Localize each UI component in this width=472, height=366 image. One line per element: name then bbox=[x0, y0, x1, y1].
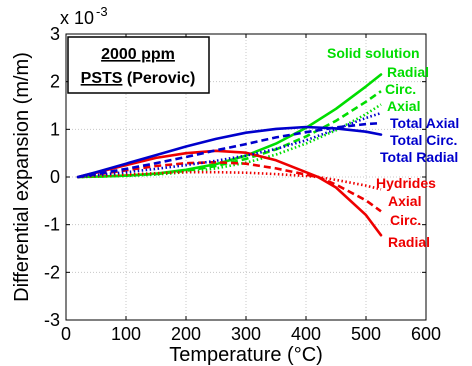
series-hydrides-axial bbox=[77, 170, 382, 191]
info-box-frame bbox=[67, 36, 210, 94]
label-ss-radial: Radial bbox=[387, 64, 429, 80]
y-multiplier: x 10 -3 bbox=[60, 4, 108, 28]
info-box-author: (Perovic) bbox=[122, 70, 195, 87]
label-hyd-axial: Axial bbox=[388, 193, 421, 209]
series-hydrides-circ bbox=[77, 160, 382, 213]
label-total-axial: Total Axial bbox=[390, 115, 459, 131]
series-solid-solution-axial bbox=[77, 103, 382, 179]
x-tick-label: 500 bbox=[351, 324, 381, 344]
x-tick-label: 600 bbox=[411, 324, 441, 344]
label-ss-axial: Axial bbox=[387, 98, 420, 114]
y-tick-label: 3 bbox=[50, 24, 60, 44]
x-tick-label: 0 bbox=[61, 324, 71, 344]
annotations: Solid solution Radial Circ. Axial Total … bbox=[327, 45, 459, 250]
info-box-psts: PSTS bbox=[81, 70, 123, 87]
label-hyd-radial: Radial bbox=[388, 234, 430, 250]
grid-lines bbox=[66, 34, 426, 320]
info-box-line2: PSTS (Perovic) bbox=[81, 70, 196, 87]
info-box-line1: 2000 ppm bbox=[101, 46, 175, 63]
label-hyd-circ: Circ. bbox=[390, 212, 421, 228]
series-total-total-radial bbox=[76, 125, 383, 179]
series-layer bbox=[76, 73, 383, 237]
y-tick-label: -3 bbox=[44, 310, 60, 330]
label-ss-circ: Circ. bbox=[385, 81, 416, 97]
y-tick-label: -1 bbox=[44, 215, 60, 235]
x-tick-label: 300 bbox=[231, 324, 261, 344]
series-hydrides-radial bbox=[76, 149, 383, 237]
label-total-circ: Total Circ. bbox=[390, 132, 457, 148]
x-tick-label: 400 bbox=[291, 324, 321, 344]
tick-labels: 0 100 200 300 400 500 600 -3 -2 -1 0 1 2 3 bbox=[44, 24, 441, 344]
label-total-radial: Total Radial bbox=[380, 149, 458, 165]
y-tick-label: 0 bbox=[50, 167, 60, 187]
group-label-solid-solution: Solid solution bbox=[327, 45, 420, 61]
y-tick-label: -2 bbox=[44, 262, 60, 282]
info-box: 2000 ppm PSTS (Perovic) bbox=[67, 36, 210, 94]
series-total-total-circ bbox=[77, 121, 382, 179]
y-tick-label: 2 bbox=[50, 72, 60, 92]
y-tick-label: 1 bbox=[50, 119, 60, 139]
group-label-hydrides: Hydrides bbox=[376, 175, 436, 191]
y-multiplier-base: x 10 bbox=[60, 8, 94, 28]
y-axis-label: Differential expansion (m/m) bbox=[11, 52, 33, 302]
ticks bbox=[65, 33, 427, 321]
x-tick-label: 200 bbox=[171, 324, 201, 344]
x-axis-label: Temperature (°C) bbox=[169, 344, 323, 366]
x-tick-label: 100 bbox=[111, 324, 141, 344]
y-multiplier-exponent: -3 bbox=[96, 4, 108, 19]
